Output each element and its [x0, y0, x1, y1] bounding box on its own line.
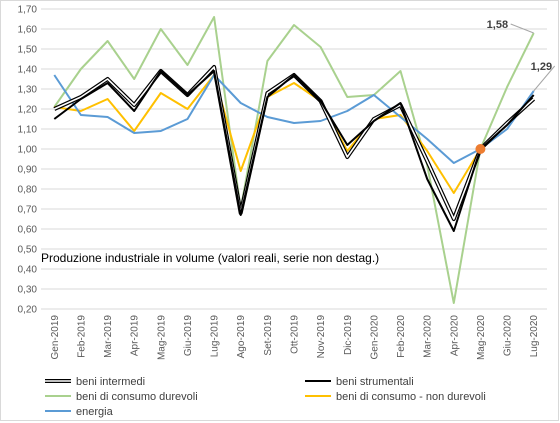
legend-label: beni intermedi — [76, 376, 145, 388]
y-tick-label: 0,90 — [18, 165, 38, 176]
annotations: 1,58 1,29 — [487, 19, 556, 92]
y-tick-label: 0,60 — [18, 225, 38, 236]
x-tick-label: Lug-2020 — [529, 315, 540, 358]
x-tick-label: Nov-2019 — [316, 315, 327, 359]
y-tick-label: 0,50 — [18, 245, 38, 256]
legend-label: energia — [76, 406, 114, 418]
x-tick-label: Giu-2020 — [503, 315, 514, 357]
series-line-beni-strumentali — [53, 70, 535, 232]
legend: beni intermedi beni strumentali beni di co… — [45, 376, 486, 418]
x-tick-label: Lug-2019 — [210, 315, 221, 358]
x-tick-label: Giu-2019 — [183, 315, 194, 357]
y-tick-label: 1,00 — [18, 145, 38, 156]
y-tick-label: 0,40 — [18, 265, 38, 276]
series-line-beni-intermedi — [53, 66, 535, 220]
y-tick-label: 1,10 — [18, 125, 38, 136]
x-tick-label: Dic-2019 — [343, 315, 354, 355]
y-tick-label: 1,50 — [18, 45, 38, 56]
series-line-energia — [53, 74, 535, 164]
base-point-marker — [475, 144, 486, 154]
x-tick-label: Ott-2019 — [290, 315, 301, 354]
x-tick-label: Mag-2019 — [156, 315, 167, 360]
x-axis-ticks: Gen-2019 Feb-2019 Mar-2019 Apr-2019 Mag-2019… — [50, 315, 540, 360]
y-tick-label: 0,80 — [18, 185, 38, 196]
y-tick-label: 1,70 — [18, 5, 38, 16]
annotation-leader — [510, 23, 534, 34]
annotation-label: 1,29 — [531, 61, 552, 73]
legend-label: beni di consumo - non durevoli — [336, 391, 486, 403]
annotation-label: 1,58 — [487, 19, 508, 31]
legend-label: beni di consumo durevoli — [76, 391, 198, 403]
x-tick-label: Apr-2020 — [449, 315, 460, 357]
legend-label: beni strumentali — [336, 376, 414, 388]
y-tick-label: 0,70 — [18, 205, 38, 216]
x-tick-label: Mag-2020 — [476, 315, 487, 360]
y-tick-label: 0,20 — [18, 305, 38, 316]
series-lines — [53, 16, 536, 304]
series-line-beni-di-consumo-durevoli — [53, 16, 535, 304]
x-tick-label: Set-2019 — [263, 315, 274, 356]
x-tick-label: Feb-2019 — [76, 315, 87, 358]
x-tick-label: Ago-2019 — [236, 315, 247, 359]
x-tick-label: Feb-2020 — [396, 315, 407, 358]
series-line-beni-di-consumo-non-durevoli — [54, 74, 535, 194]
y-axis-ticks: 0,20 0,30 0,40 0,50 0,60 0,70 0,80 0,90 1,00 1,10… — [18, 5, 38, 316]
y-tick-label: 1,60 — [18, 25, 38, 36]
y-tick-label: 1,40 — [18, 65, 38, 76]
x-tick-label: Gen-2020 — [369, 315, 380, 360]
gridlines — [41, 8, 547, 310]
x-tick-label: Gen-2019 — [50, 315, 61, 360]
annotation-leader — [533, 65, 556, 92]
chart-title: Produzione industriale in volume (valori… — [41, 251, 379, 265]
x-tick-label: Apr-2019 — [130, 315, 141, 357]
x-tick-label: Mar-2020 — [423, 315, 434, 358]
x-tick-label: Mar-2019 — [103, 315, 114, 358]
y-tick-label: 0,30 — [18, 285, 38, 296]
y-tick-label: 1,20 — [18, 105, 38, 116]
y-tick-label: 1,30 — [18, 85, 38, 96]
